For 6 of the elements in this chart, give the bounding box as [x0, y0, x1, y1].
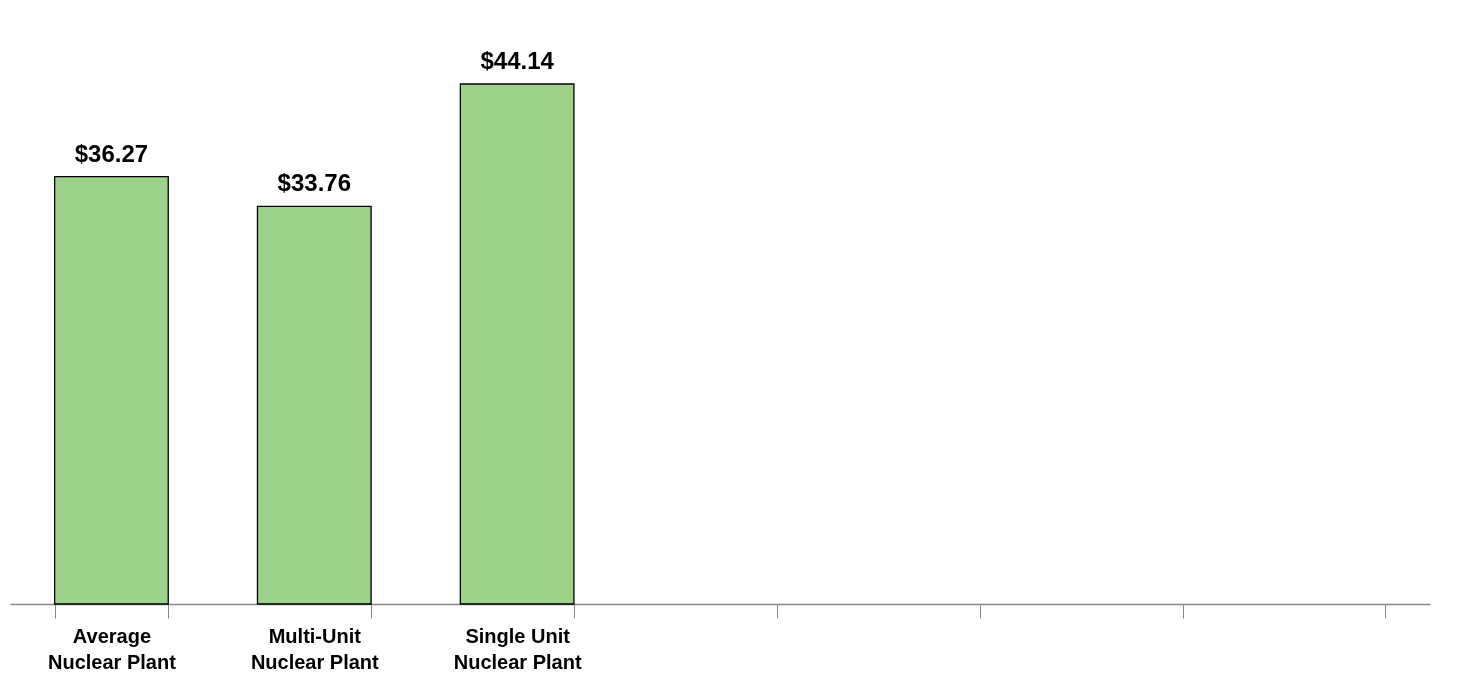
- x-tick-label: Multi-Unit Nuclear Plant: [250, 624, 380, 673]
- x-tick-label: Single Unit Nuclear Plant: [453, 624, 582, 673]
- data-label: $44.14: [480, 47, 555, 74]
- data-label: $33.76: [277, 169, 351, 197]
- x-tick-label: Average Nuclear Plant: [48, 624, 177, 673]
- data-label: $36.27: [74, 139, 149, 167]
